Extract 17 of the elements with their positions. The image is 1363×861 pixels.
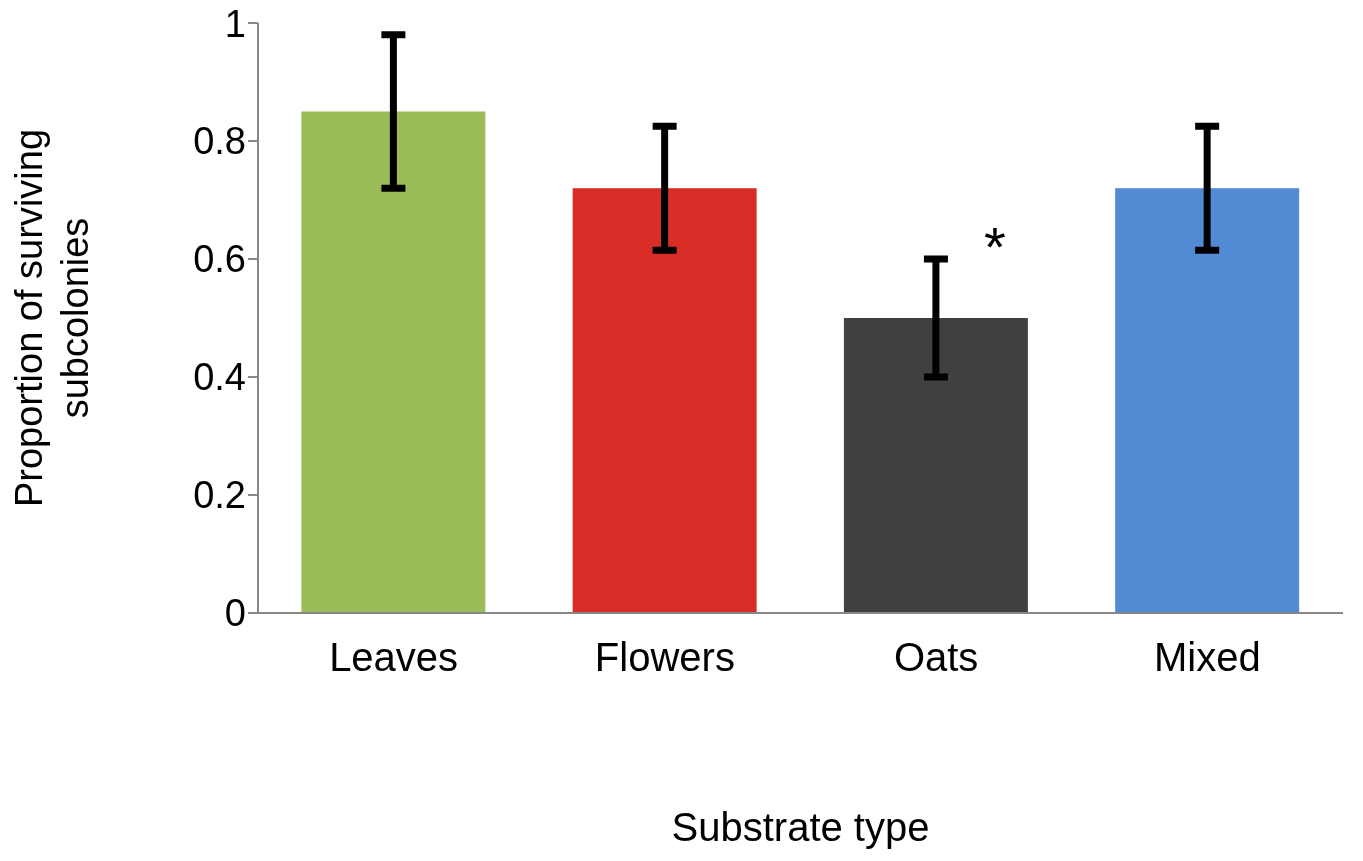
y-tick-label: 0.4 xyxy=(193,356,246,399)
y-tick-label: 0.2 xyxy=(193,474,246,517)
y-tick-label: 0 xyxy=(224,592,246,635)
bar xyxy=(843,318,1028,613)
x-tick-label: Mixed xyxy=(1154,635,1261,680)
x-axis-title: Substrate type xyxy=(671,805,930,849)
bar xyxy=(1115,188,1300,613)
x-tick-label: Oats xyxy=(893,635,979,680)
y-axis-title: Proportion of surviving subcolonies xyxy=(8,128,96,508)
y-tick-label: 1 xyxy=(224,2,246,45)
bar xyxy=(301,111,486,613)
x-tick-label: Flowers xyxy=(594,635,735,680)
x-tick-label: Leaves xyxy=(329,635,459,680)
y-tick-label: 0.6 xyxy=(193,238,246,281)
bar xyxy=(572,188,757,613)
y-tick-label: 0.8 xyxy=(193,120,246,163)
annotation: * xyxy=(984,215,1006,278)
